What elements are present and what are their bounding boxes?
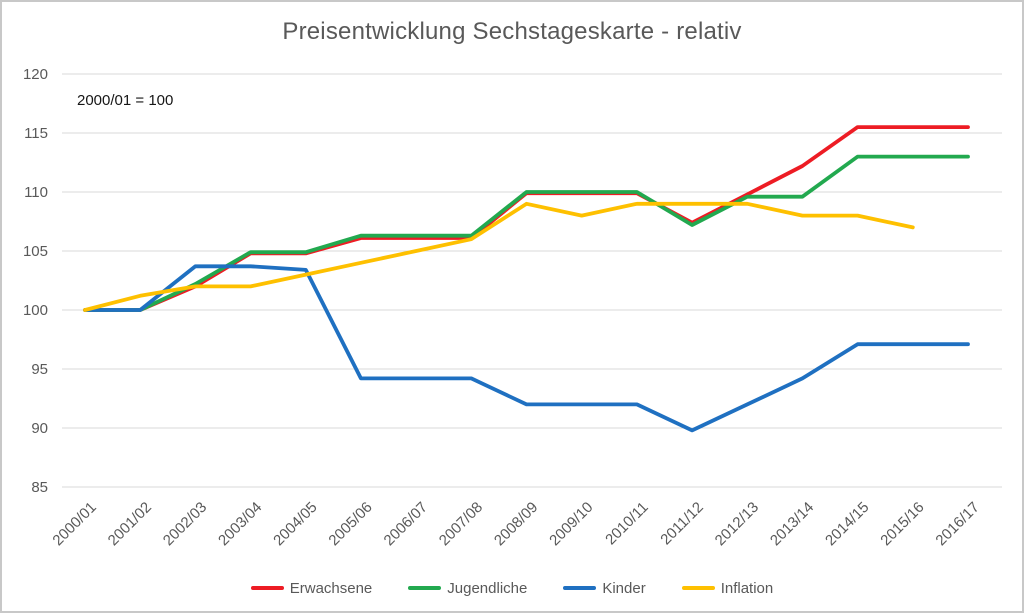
x-axis-tick-label: 2011/12 bbox=[657, 499, 707, 549]
x-axis-tick-label: 2000/01 bbox=[49, 499, 99, 549]
x-axis-tick-label: 2003/04 bbox=[215, 499, 265, 549]
x-axis-tick-label: 2013/14 bbox=[767, 499, 817, 549]
x-axis-tick-label: 2016/17 bbox=[932, 499, 982, 549]
series-line-inflation bbox=[83, 201, 915, 312]
series-line-erwachsene bbox=[83, 125, 970, 312]
legend-label: Inflation bbox=[720, 579, 774, 597]
y-axis-tick-label: 105 bbox=[23, 243, 48, 260]
y-axis-tick-label: 100 bbox=[23, 302, 48, 319]
y-axis-tick-label: 120 bbox=[23, 66, 48, 83]
x-axis-tick-label: 2004/05 bbox=[270, 499, 320, 549]
legend-line-swatch bbox=[250, 586, 284, 590]
y-axis-tick-label: 90 bbox=[31, 420, 48, 437]
y-axis-tick-label: 115 bbox=[24, 125, 48, 142]
series-line-jugendliche bbox=[83, 154, 970, 312]
y-axis-tick-label: 110 bbox=[24, 184, 48, 201]
x-axis-tick-label: 2014/15 bbox=[822, 499, 872, 549]
x-axis-tick-label: 2005/06 bbox=[325, 499, 375, 549]
chart-legend: Erwachsene Jugendliche Kinder Inflation bbox=[2, 573, 1022, 603]
legend-item-inflation: Inflation bbox=[681, 579, 774, 597]
x-axis-tick-label: 2006/07 bbox=[381, 499, 431, 549]
legend-line-swatch bbox=[681, 586, 715, 590]
legend-label: Erwachsene bbox=[289, 579, 373, 597]
y-axis-tick-label: 95 bbox=[31, 361, 48, 378]
base-index-annotation: 2000/01 = 100 bbox=[77, 92, 174, 109]
legend-label: Jugendliche bbox=[447, 579, 528, 597]
y-axis-tick-label: 85 bbox=[31, 479, 48, 496]
x-axis-tick-label: 2008/09 bbox=[491, 499, 541, 549]
legend-item-jugendliche: Jugendliche bbox=[408, 580, 527, 597]
legend-line-swatch bbox=[408, 586, 442, 590]
legend-label: Kinder bbox=[602, 579, 646, 597]
x-axis-tick-label: 2002/03 bbox=[160, 499, 210, 549]
legend-item-erwachsene: Erwachsene bbox=[250, 579, 373, 597]
chart-title: Preisentwicklung Sechstageskarte - relat… bbox=[282, 18, 742, 45]
x-axis-tick-label: 2009/10 bbox=[546, 499, 596, 549]
legend-item-kinder: Kinder bbox=[563, 579, 646, 597]
x-axis-tick-label: 2012/13 bbox=[712, 499, 762, 549]
series-line-kinder bbox=[83, 264, 970, 433]
legend-line-swatch bbox=[563, 586, 597, 590]
x-axis-tick-label: 2001/02 bbox=[105, 499, 155, 549]
x-axis-tick-label: 2015/16 bbox=[877, 499, 927, 549]
x-axis-tick-label: 2010/11 bbox=[602, 499, 652, 549]
x-axis-tick-label: 2007/08 bbox=[436, 499, 486, 549]
